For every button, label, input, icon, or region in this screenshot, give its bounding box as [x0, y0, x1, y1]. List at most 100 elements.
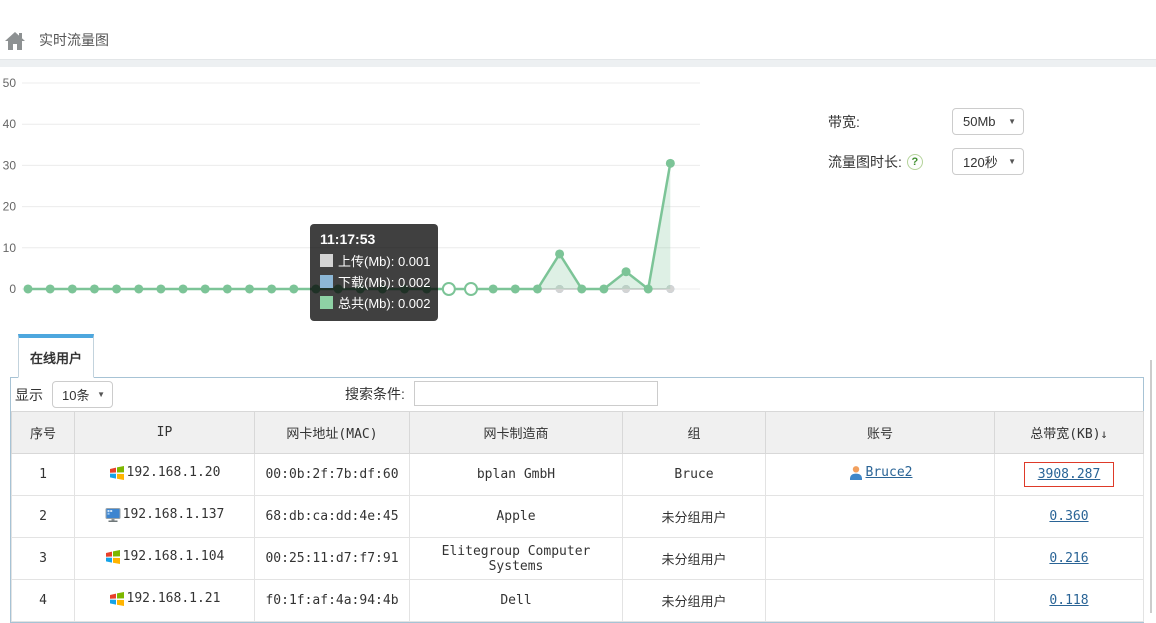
- bandwidth-cell: 0.118: [994, 579, 1144, 622]
- bandwidth-link[interactable]: 3908.287: [1037, 467, 1101, 482]
- tab-online-users[interactable]: 在线用户: [18, 334, 95, 378]
- chevron-down-icon: ▼: [1008, 117, 1016, 126]
- vendor-cell: bplan GmbH: [409, 453, 623, 496]
- ip-cell: 192.168.1.137: [74, 495, 255, 538]
- chart-tooltip: 11:17:53 上传(Mb): 0.001 下载(Mb): 0.002 总共(Mb…: [310, 224, 438, 321]
- column-header-4[interactable]: 网卡制造商: [409, 411, 623, 454]
- group-cell: Bruce: [622, 453, 766, 496]
- column-header-1[interactable]: 序号: [11, 411, 75, 454]
- user-icon: [849, 465, 862, 480]
- bandwidth-cell: 0.216: [994, 537, 1144, 580]
- ip-value: 192.168.1.20: [126, 465, 221, 480]
- column-header-6[interactable]: 账号: [765, 411, 995, 454]
- windows-icon: [105, 549, 120, 564]
- svg-text:40: 40: [3, 117, 17, 131]
- account-cell: [765, 495, 995, 538]
- mac-cell: 00:25:11:d7:f7:91: [254, 537, 410, 580]
- home-icon[interactable]: [5, 32, 25, 50]
- page-size-value: 10条: [62, 388, 90, 403]
- svg-text:10: 10: [3, 241, 17, 255]
- highlight-box: 3908.287: [1023, 462, 1115, 487]
- svg-text:20: 20: [3, 200, 17, 214]
- account-cell: [765, 537, 995, 580]
- ip-cell: 192.168.1.104: [74, 537, 255, 580]
- page-size-select[interactable]: 10条 ▼: [52, 381, 113, 408]
- svg-text:30: 30: [3, 158, 17, 172]
- tooltip-series-text: 总共(Mb): 0.002: [338, 296, 431, 311]
- bandwidth-link[interactable]: 0.360: [1049, 509, 1089, 524]
- ip-value: 192.168.1.21: [126, 591, 221, 606]
- chart-controls: 带宽: 50Mb ▼ 流量图时长: ? 120秒 ▼: [828, 108, 1024, 188]
- show-label: 显示: [15, 386, 43, 403]
- ip-value: 192.168.1.137: [122, 507, 225, 522]
- sort-desc-icon: ↓: [1100, 427, 1108, 441]
- bandwidth-label: 带宽:: [828, 113, 860, 130]
- column-header-2[interactable]: IP: [74, 411, 255, 454]
- column-header-5[interactable]: 组: [622, 411, 766, 454]
- bandwidth-cell: 0.360: [994, 495, 1144, 538]
- svg-text:0: 0: [9, 282, 16, 296]
- duration-label-wrap: 流量图时长: ?: [828, 152, 952, 172]
- bandwidth-select[interactable]: 50Mb ▼: [952, 108, 1024, 135]
- table-row: 2 192.168.1.137 68:db:ca:dd:4e:45 Apple 未分组…: [11, 495, 1144, 538]
- mac-cell: 00:0b:2f:7b:df:60: [254, 453, 410, 496]
- topbar: 实时流量图: [0, 0, 1156, 59]
- index-cell: 2: [11, 495, 75, 538]
- bandwidth-cell: 3908.287: [994, 453, 1144, 496]
- table-row: 3 192.168.1.104 00:25:11:d7:f7:91 Elitegro…: [11, 537, 1144, 580]
- vendor-cell: Elitegroup Computer Systems: [409, 537, 623, 580]
- tooltip-series-row: 上传(Mb): 0.001: [320, 250, 431, 271]
- vendor-cell: Apple: [409, 495, 623, 538]
- duration-select[interactable]: 120秒 ▼: [952, 148, 1024, 175]
- index-cell: 1: [11, 453, 75, 496]
- table-header-row: 序号 IP 网卡地址(MAC) 网卡制造商组账号 总带宽(KB)↓: [11, 411, 1144, 454]
- column-header-3[interactable]: 网卡地址(MAC): [254, 411, 410, 454]
- page-title: 实时流量图: [39, 32, 109, 48]
- duration-label: 流量图时长:: [828, 153, 902, 170]
- table-toolbar: 显示 10条 ▼ 搜索条件:: [11, 378, 1143, 411]
- group-cell: 未分组用户: [622, 537, 766, 580]
- search-input[interactable]: [413, 381, 658, 406]
- ip-cell: 192.168.1.21: [74, 579, 255, 622]
- windows-icon: [109, 591, 124, 606]
- windows-icon: [109, 465, 124, 480]
- traffic-chart-section: 0 10 20 30 40 50 11:17:53 上传(Mb): 0.001 下载(Mb)…: [0, 67, 1156, 334]
- mac-cell: f0:1f:af:4a:94:4b: [254, 579, 410, 622]
- tooltip-series-row: 下载(Mb): 0.002: [320, 271, 431, 292]
- account-cell: [765, 579, 995, 622]
- bandwidth-value: 50Mb: [963, 114, 996, 129]
- chevron-down-icon: ▼: [1008, 157, 1016, 166]
- group-cell: 未分组用户: [622, 579, 766, 622]
- bandwidth-link[interactable]: 0.118: [1049, 593, 1089, 608]
- account-link[interactable]: Bruce2: [865, 465, 913, 480]
- monitor-icon: [105, 507, 121, 522]
- ip-value: 192.168.1.104: [122, 549, 225, 564]
- ip-cell: 192.168.1.20: [74, 453, 255, 496]
- vendor-cell: Dell: [409, 579, 623, 622]
- svg-text:50: 50: [3, 76, 17, 90]
- topbar-divider: [0, 59, 1156, 67]
- legend-swatch: [320, 254, 333, 267]
- mac-cell: 68:db:ca:dd:4e:45: [254, 495, 410, 538]
- account-cell: Bruce2: [765, 453, 995, 496]
- duration-value: 120秒: [963, 155, 998, 170]
- group-cell: 未分组用户: [622, 495, 766, 538]
- bandwidth-link[interactable]: 0.216: [1049, 551, 1089, 566]
- index-cell: 3: [11, 537, 75, 580]
- tooltip-series-row: 总共(Mb): 0.002: [320, 292, 431, 313]
- legend-swatch: [320, 275, 333, 288]
- tooltip-series-text: 下载(Mb): 0.002: [338, 275, 431, 290]
- tooltip-time: 11:17:53: [320, 231, 376, 247]
- search-label: 搜索条件:: [345, 385, 405, 402]
- scrollbar[interactable]: [1150, 360, 1152, 613]
- help-icon[interactable]: ?: [906, 153, 923, 170]
- column-header-7[interactable]: 总带宽(KB)↓: [994, 411, 1144, 454]
- online-users-table: 序号 IP 网卡地址(MAC) 网卡制造商组账号 总带宽(KB)↓ 1 192.168.…: [11, 411, 1144, 622]
- chevron-down-icon: ▼: [97, 390, 105, 399]
- legend-swatch: [320, 296, 333, 309]
- online-users-panel: 显示 10条 ▼ 搜索条件: 序号 IP 网卡地址(MAC) 网卡制造商组账号 总带宽(…: [10, 377, 1144, 623]
- table-row: 4 192.168.1.21 f0:1f:af:4a:94:4b Dell 未分组用户…: [11, 579, 1144, 622]
- index-cell: 4: [11, 579, 75, 622]
- tooltip-series-text: 上传(Mb): 0.001: [338, 254, 431, 269]
- table-row: 1 192.168.1.20 00:0b:2f:7b:df:60 bplan Gmb…: [11, 453, 1144, 496]
